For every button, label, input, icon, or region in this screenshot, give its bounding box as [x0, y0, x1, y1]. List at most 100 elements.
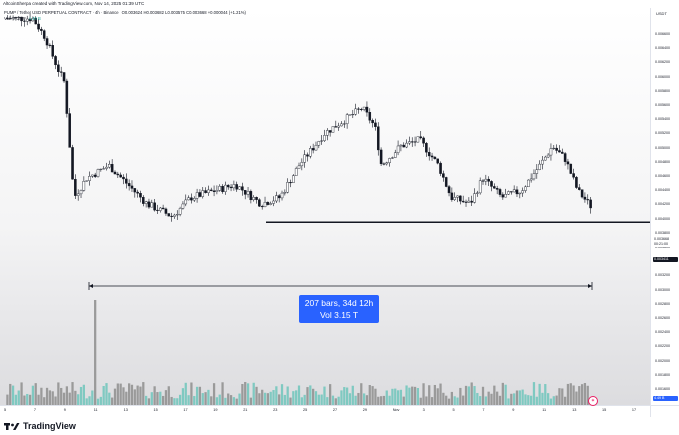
candle-down	[74, 179, 77, 196]
volume-bar	[40, 387, 43, 405]
volume-bar	[102, 385, 105, 405]
candle-down	[255, 197, 258, 200]
candle-down	[334, 126, 338, 128]
price-tick-label: 0.005200	[655, 131, 670, 136]
volume-bar	[167, 386, 170, 405]
candle-down	[589, 199, 592, 209]
volume-bar	[161, 395, 165, 405]
volume-bar	[238, 393, 241, 405]
candle-down	[371, 120, 374, 124]
volume-bar	[331, 395, 335, 405]
candle-up	[532, 173, 536, 180]
candle-down	[430, 155, 434, 158]
time-tick-label: 9	[512, 408, 515, 412]
candle-up	[238, 186, 241, 190]
volume-bar	[357, 392, 360, 405]
volume-bar	[518, 390, 521, 405]
volume-bar	[108, 392, 111, 405]
date-price-range-label[interactable]: 207 bars, 34d 12h Vol 3.15 T	[299, 295, 379, 323]
volume-bar	[181, 388, 185, 405]
candle-down	[419, 136, 423, 139]
candle-down	[243, 190, 247, 195]
candle-down	[555, 147, 558, 151]
time-tick-label: 11	[542, 408, 547, 412]
footer: TradingView	[0, 417, 679, 435]
volume-bar	[382, 395, 386, 405]
volume-bar	[51, 391, 54, 405]
volume-bar	[164, 390, 168, 405]
candle-down	[161, 207, 165, 210]
volume-bar	[272, 390, 275, 405]
volume-bar	[374, 388, 377, 405]
candle-down	[119, 174, 122, 178]
candle-up	[317, 141, 321, 146]
candle-down	[444, 177, 448, 187]
volume-bar	[283, 394, 286, 405]
time-tick-label: 17	[631, 408, 637, 412]
price-tick-label: 0.006600	[655, 32, 670, 36]
candle-up	[309, 148, 312, 157]
time-axis[interactable]: 5 7 9 11 13 15 17 19 21 23 25 27 29 Nov 3 5 7 9 11 13 15 17	[0, 405, 650, 418]
candle-up	[396, 145, 400, 153]
volume-bar	[23, 395, 26, 405]
candle-down	[583, 196, 587, 200]
volume-bar	[484, 396, 487, 405]
volume-bar	[513, 393, 516, 405]
volume-bar	[9, 383, 12, 405]
price-tick-label: 0.003000	[655, 287, 670, 292]
volume-indicator-label[interactable]: Vol · PUMP	[4, 16, 26, 21]
time-tick-label: 3	[422, 408, 425, 412]
price-axis[interactable]: USDT 0.006600 0.006400 0.006200 0.006000 0.0…	[650, 8, 679, 405]
candle-down	[212, 190, 216, 192]
chart-plot-area[interactable]	[0, 8, 650, 405]
candle-up	[320, 140, 323, 142]
candle-up	[541, 159, 544, 165]
volume-bar	[184, 382, 187, 405]
candle-down	[28, 18, 32, 22]
price-tick-label: 0.003600	[655, 245, 670, 249]
volume-bar	[334, 398, 337, 405]
volume-bar	[481, 386, 485, 405]
tradingview-brand[interactable]: TradingView	[23, 421, 76, 431]
candle-up	[283, 192, 287, 194]
time-tick-label: 15	[153, 408, 158, 412]
axis-corner	[650, 405, 679, 418]
candle-down	[167, 213, 171, 217]
volume-bar	[362, 393, 366, 405]
volume-bar	[88, 396, 91, 405]
candle-down	[68, 113, 71, 148]
candle-down	[498, 189, 502, 195]
volume-bar	[456, 397, 459, 405]
volume-bar	[399, 389, 403, 405]
volume-bar	[37, 394, 40, 405]
volume-bar	[221, 382, 224, 405]
volume-bar	[510, 393, 513, 405]
candle-down	[360, 108, 363, 110]
candle-up	[529, 178, 533, 181]
volume-bar	[544, 384, 547, 405]
candle-up	[504, 194, 507, 198]
volume-bar	[68, 392, 71, 405]
volume-bar	[198, 386, 202, 405]
volume-bar	[402, 396, 405, 405]
candle-down	[51, 45, 54, 57]
price-axis-currency[interactable]: USDT	[656, 11, 667, 16]
candle-down	[433, 156, 437, 160]
candle-up	[252, 197, 255, 201]
candle-up	[31, 18, 35, 22]
candle-up	[484, 178, 488, 182]
candle-down	[6, 18, 9, 20]
time-tick-label: 19	[213, 408, 218, 412]
candle-up	[215, 190, 219, 192]
candle-down	[57, 64, 60, 72]
volume-bar	[323, 386, 326, 405]
candle-down	[59, 71, 63, 73]
candlestick-chart	[6, 13, 650, 405]
symbol-title[interactable]: PUMP / Tether USD PERPETUAL CONTRACT · 4…	[4, 10, 119, 15]
candle-down	[376, 126, 380, 151]
candle-down	[450, 192, 454, 200]
candle-down	[37, 23, 40, 30]
range-bars-duration: 207 bars, 34d 12h	[304, 298, 374, 308]
time-tick-label: 25	[303, 408, 308, 412]
candle-down	[221, 185, 224, 192]
